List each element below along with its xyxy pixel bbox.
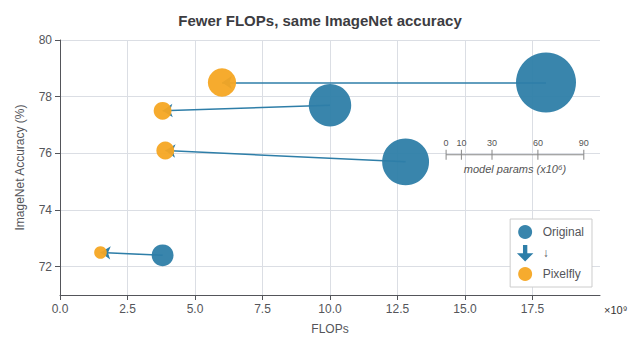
svg-text:Original: Original <box>543 225 584 239</box>
svg-text:0.0: 0.0 <box>52 302 69 316</box>
svg-text:5.0: 5.0 <box>187 302 204 316</box>
svg-text:2.5: 2.5 <box>119 302 136 316</box>
svg-text:76: 76 <box>39 146 53 160</box>
svg-text:17.5: 17.5 <box>521 302 545 316</box>
svg-text:90: 90 <box>579 138 589 148</box>
svg-text:×10⁹: ×10⁹ <box>604 304 627 316</box>
svg-text:30: 30 <box>487 138 497 148</box>
svg-text:10.0: 10.0 <box>318 302 342 316</box>
svg-text:Pixelfly: Pixelfly <box>543 267 581 281</box>
svg-text:FLOPs: FLOPs <box>311 322 348 336</box>
svg-text:↓: ↓ <box>543 246 549 260</box>
svg-text:Fewer FLOPs, same ImageNet acc: Fewer FLOPs, same ImageNet accuracy <box>178 12 462 29</box>
svg-text:7.5: 7.5 <box>254 302 271 316</box>
svg-text:60: 60 <box>533 138 543 148</box>
svg-text:72: 72 <box>39 260 53 274</box>
svg-text:ImageNet Accuracy (%): ImageNet Accuracy (%) <box>13 104 27 230</box>
svg-text:74: 74 <box>39 203 53 217</box>
svg-text:80: 80 <box>39 33 53 47</box>
svg-text:15.0: 15.0 <box>453 302 477 316</box>
svg-text:78: 78 <box>39 90 53 104</box>
svg-text:12.5: 12.5 <box>386 302 410 316</box>
svg-text:10: 10 <box>456 138 466 148</box>
svg-text:0: 0 <box>444 138 449 148</box>
svg-text:model params (x10⁶): model params (x10⁶) <box>464 163 567 175</box>
